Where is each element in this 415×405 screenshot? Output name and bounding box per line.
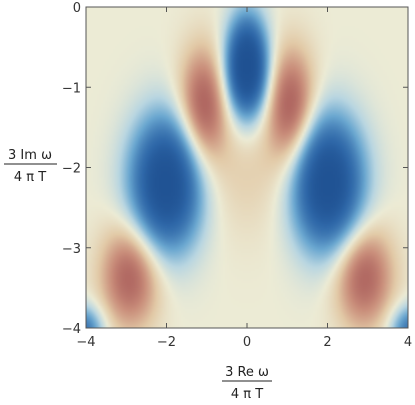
y-tick-label: 0 (73, 1, 81, 16)
x-tick-label: −2 (157, 335, 176, 350)
y-tick-label: −1 (62, 81, 81, 96)
x-tick-label: 2 (323, 335, 331, 350)
y-axis: 0 −1 −2 −3 −4 (62, 1, 408, 337)
y-axis-label-denominator: 4 π T (14, 170, 46, 185)
y-tick-label: −2 (62, 162, 81, 177)
x-tick-label: −4 (76, 335, 95, 350)
x-axis-label-numerator: 3 Re ω (225, 365, 269, 380)
y-axis-label: 3 Im ω 4 π T (4, 148, 57, 185)
x-tick-label: 0 (243, 335, 251, 350)
x-axis: −4 −2 0 2 4 (76, 7, 412, 350)
x-tick-label: 4 (404, 335, 412, 350)
heatmap-surface (86, 7, 408, 328)
y-tick-label: −3 (62, 242, 81, 257)
y-axis-label-numerator: 3 Im ω (8, 148, 52, 163)
plot-area (85, 6, 409, 329)
y-tick-label: −4 (62, 322, 81, 337)
x-axis-label-denominator: 4 π T (231, 387, 263, 402)
x-axis-label: 3 Re ω 4 π T (222, 365, 272, 402)
